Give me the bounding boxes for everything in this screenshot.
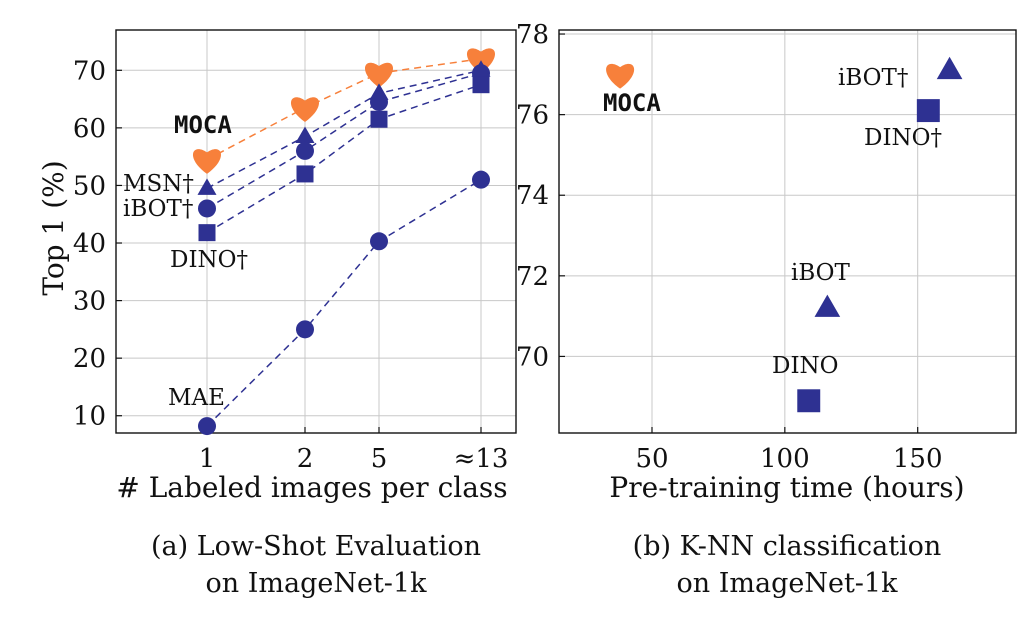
series-label-dino-dagger: DINO† bbox=[170, 247, 248, 273]
tick-label-y-50: 50 bbox=[73, 171, 106, 201]
tick-label-x-2: 5 bbox=[371, 444, 388, 474]
panel-a-caption-line1: (a) Low-Shot Evaluation bbox=[151, 531, 481, 562]
tick-label-y-76: 76 bbox=[516, 101, 549, 131]
panel-a-grid bbox=[116, 30, 516, 433]
panel-b-caption-line1: (b) K-NN classification bbox=[633, 531, 942, 562]
tick-label-x-100: 100 bbox=[760, 444, 810, 474]
panel-b-ticks: 70 72 74 76 78 50 100 150 bbox=[516, 20, 943, 474]
panel-a-frame bbox=[115, 29, 517, 434]
panel-b-knn: 70 72 74 76 78 50 100 150 MOCA iBOT† DINO† iBOT… bbox=[516, 20, 1017, 599]
point-ibot-dagger-1 bbox=[198, 199, 216, 218]
series-line-mae bbox=[206, 179, 482, 427]
panel-a-caption-line2: on ImageNet-1k bbox=[206, 568, 428, 599]
point-moca bbox=[606, 63, 635, 89]
point-mae-2 bbox=[296, 320, 314, 339]
series-line-msn-dagger bbox=[206, 69, 482, 189]
tick-label-x-50: 50 bbox=[635, 444, 668, 474]
panel-b-labels: MOCA iBOT† DINO† iBOT DINO bbox=[603, 65, 942, 379]
panel-a-labels: MOCA MSN† iBOT† DINO† MAE bbox=[123, 111, 248, 411]
panel-a-low-shot: 10 20 30 40 50 60 70 1 2 5 ≈13 MOCA MSN† iBOT† DIN… bbox=[37, 29, 517, 599]
panel-a-ticks: 10 20 30 40 50 60 70 1 2 5 ≈13 bbox=[73, 56, 509, 474]
tick-label-y-78: 78 bbox=[516, 20, 549, 50]
panel-b-frame bbox=[558, 29, 1017, 434]
point-mae-13 bbox=[472, 170, 490, 189]
point-dino bbox=[797, 389, 821, 413]
point-ibot-dagger-5 bbox=[370, 92, 388, 111]
point-ibot bbox=[814, 294, 841, 317]
panel-a-series bbox=[192, 48, 496, 436]
tick-label-y-74: 74 bbox=[516, 181, 549, 211]
panel-b-xlabel: Pre-training time (hours) bbox=[609, 471, 964, 504]
tick-label-y-20: 20 bbox=[73, 344, 106, 374]
point-dino-dagger-1 bbox=[198, 224, 216, 242]
point-label-ibot: iBOT bbox=[791, 260, 851, 286]
point-label-dino-dagger: DINO† bbox=[864, 125, 942, 151]
point-label-ibot-dagger: iBOT† bbox=[838, 65, 908, 91]
panel-a-xlabel: # Labeled images per class bbox=[116, 471, 507, 504]
point-moca-5 bbox=[364, 62, 394, 88]
panel-b-caption-line2: on ImageNet-1k bbox=[677, 568, 899, 599]
point-dino-dagger-5 bbox=[370, 110, 388, 128]
point-dino-dagger-2 bbox=[296, 165, 314, 183]
panel-a-ylabel: Top 1 (%) bbox=[37, 160, 70, 295]
panel-b-grid bbox=[559, 30, 1016, 433]
tick-label-y-10: 10 bbox=[73, 402, 106, 432]
tick-label-y-60: 60 bbox=[73, 114, 106, 144]
tick-label-x-0: 1 bbox=[199, 444, 216, 474]
point-moca-2 bbox=[290, 97, 320, 123]
series-line-ibot-dagger bbox=[206, 72, 482, 210]
point-label-moca: MOCA bbox=[603, 89, 661, 117]
series-label-mae: MAE bbox=[168, 385, 225, 411]
point-dino-dagger bbox=[916, 99, 940, 123]
point-msn-dagger-2 bbox=[295, 126, 315, 144]
series-line-moca bbox=[206, 58, 482, 161]
series-label-msn: MSN† bbox=[123, 171, 194, 197]
tick-label-x-150: 150 bbox=[893, 444, 943, 474]
tick-label-x-3: ≈13 bbox=[454, 444, 509, 474]
tick-label-y-72: 72 bbox=[516, 262, 549, 292]
tick-label-y-70: 70 bbox=[516, 342, 549, 372]
point-dino-dagger-13 bbox=[472, 76, 490, 94]
tick-label-x-1: 2 bbox=[297, 444, 314, 474]
panel-b-points bbox=[606, 56, 963, 413]
point-mae-5 bbox=[370, 232, 388, 251]
point-ibot-dagger bbox=[936, 56, 963, 80]
point-label-dino: DINO bbox=[772, 353, 839, 379]
tick-label-y-70: 70 bbox=[73, 56, 106, 86]
tick-label-y-40: 40 bbox=[73, 229, 106, 259]
point-msn-dagger-1 bbox=[197, 178, 217, 195]
series-label-ibot-dagger: iBOT† bbox=[123, 196, 193, 222]
point-ibot-dagger-2 bbox=[296, 141, 314, 160]
series-label-moca: MOCA bbox=[174, 111, 232, 139]
point-mae-1 bbox=[198, 417, 216, 436]
series-line-dino-dagger bbox=[206, 83, 482, 234]
tick-label-y-30: 30 bbox=[73, 287, 106, 317]
point-moca-1 bbox=[192, 149, 222, 174]
